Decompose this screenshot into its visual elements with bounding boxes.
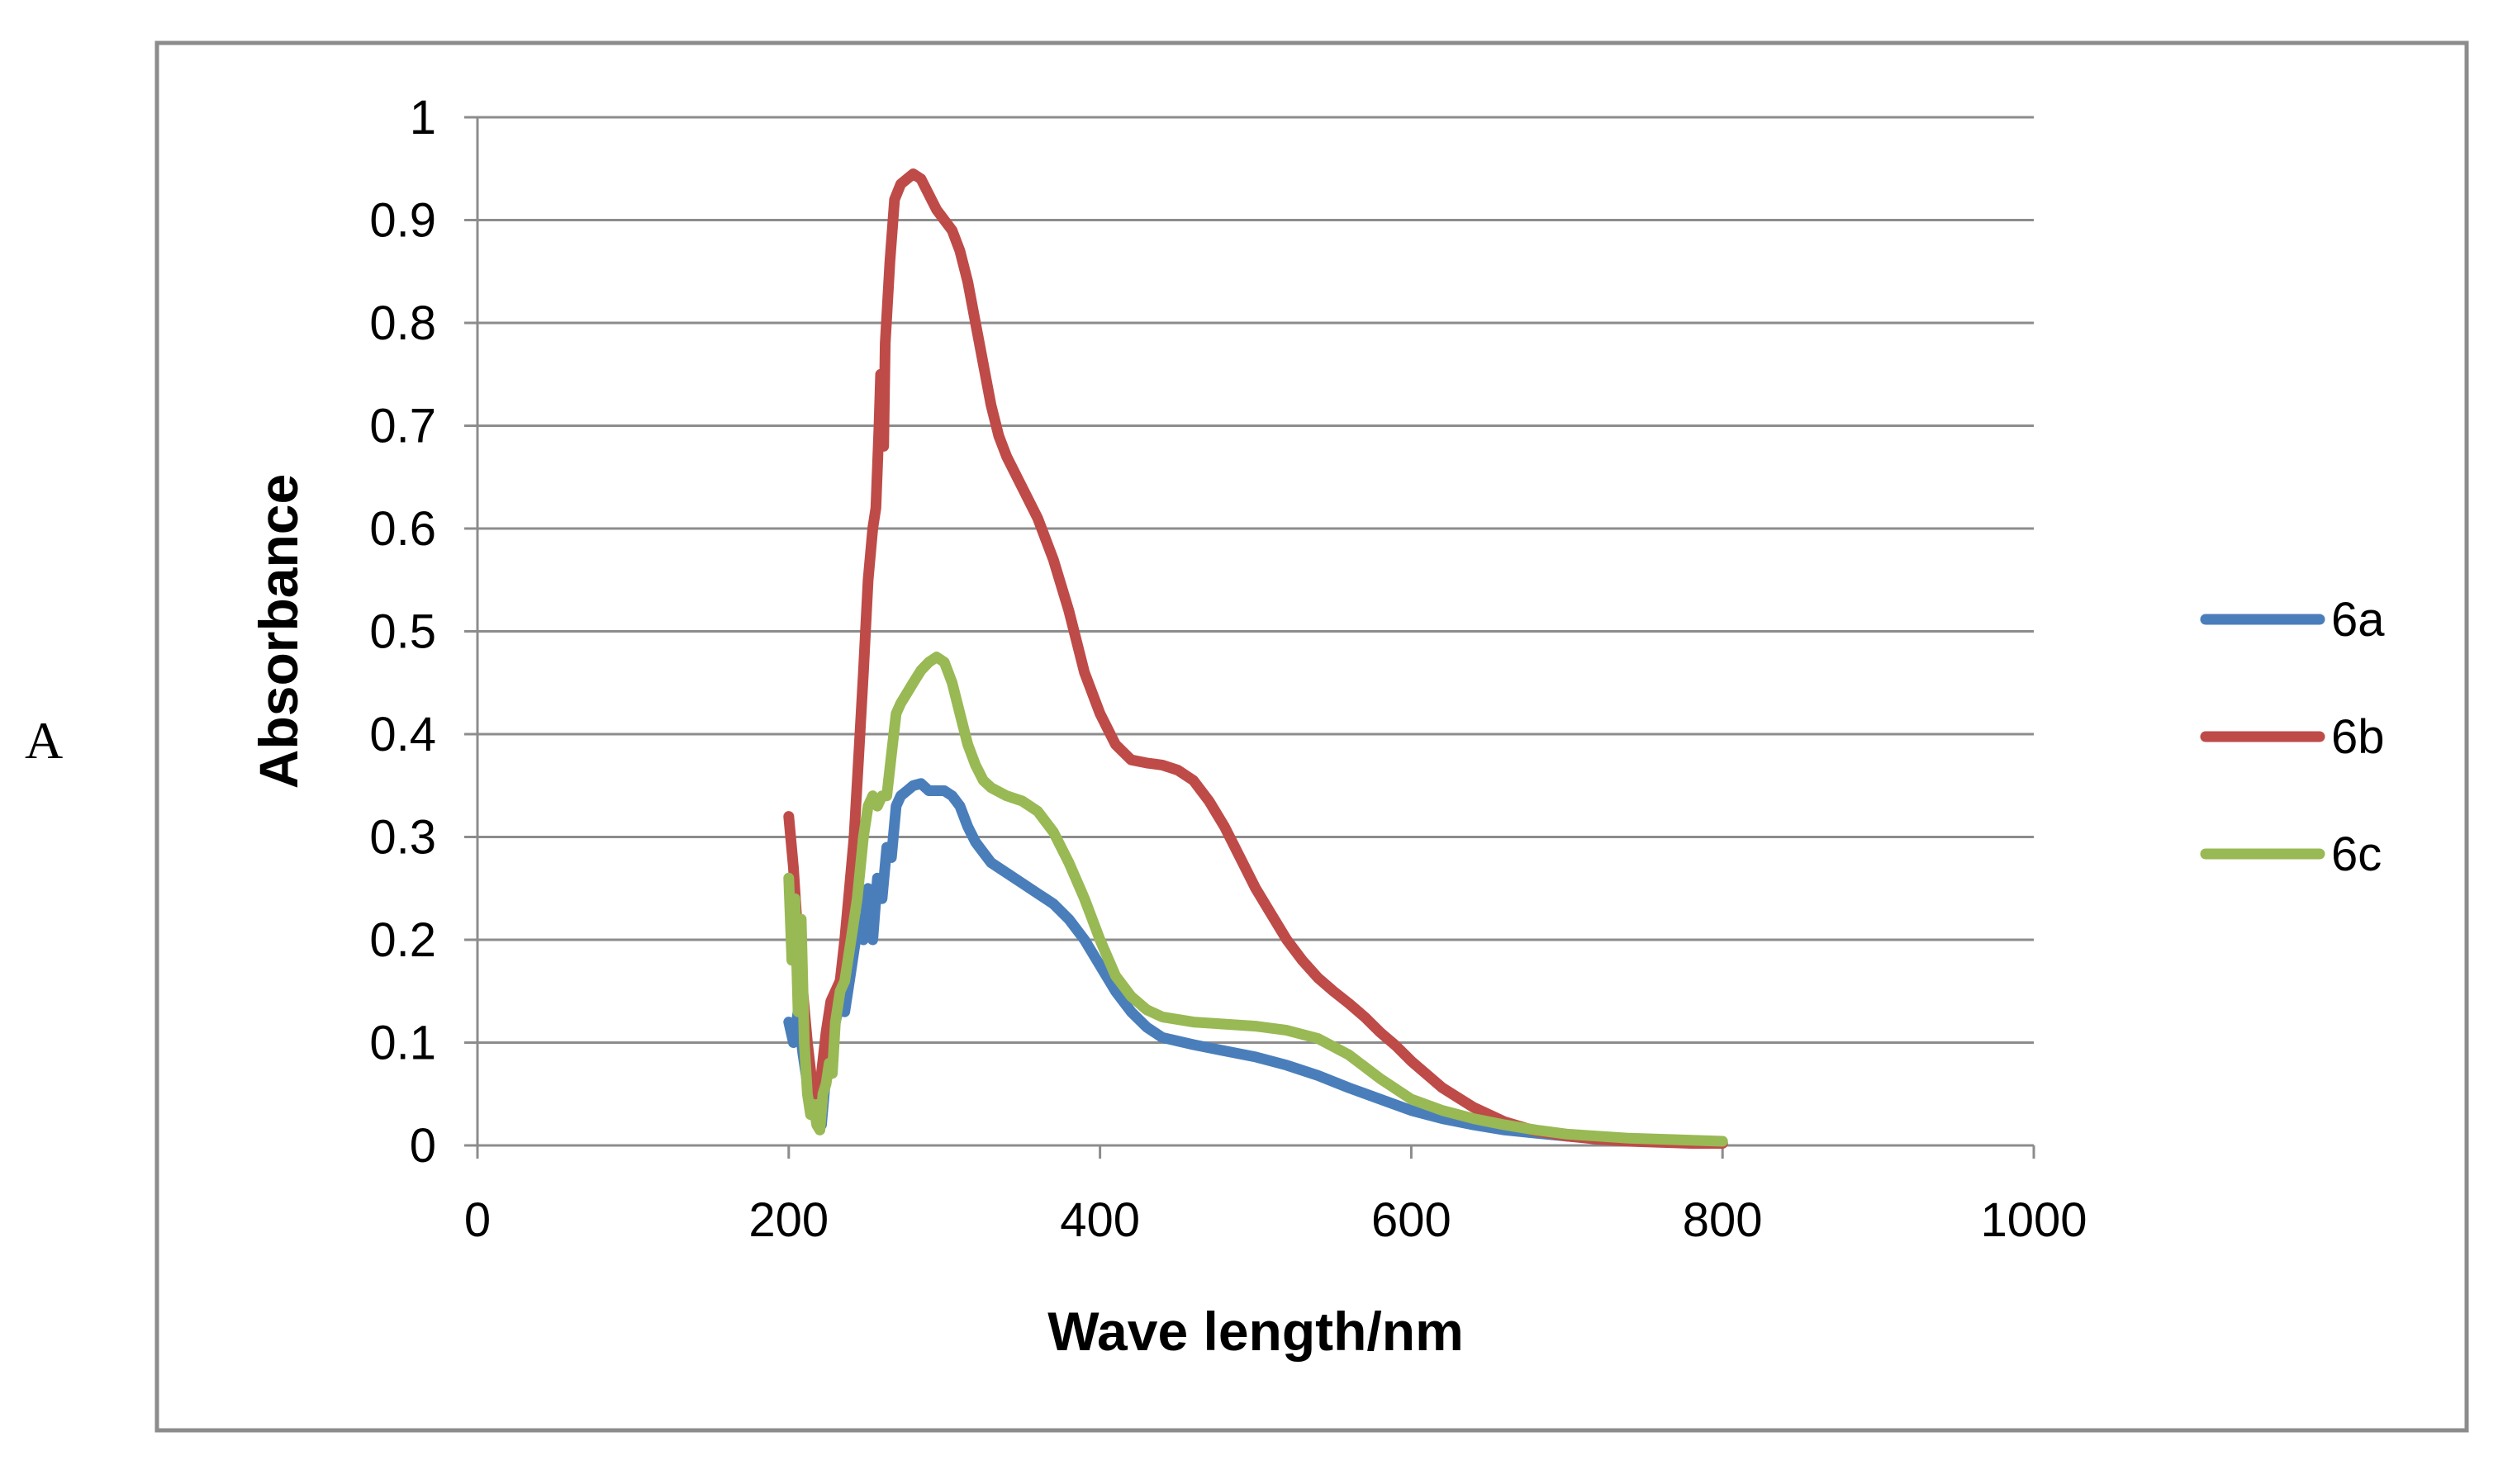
x-tick-label: 200 xyxy=(748,1193,829,1247)
legend-label-6c: 6c xyxy=(2331,827,2382,881)
y-tick-label: 0 xyxy=(410,1119,436,1173)
chart-frame xyxy=(154,40,2469,1433)
legend: 6a 6b 6c xyxy=(2200,593,2385,881)
y-tick-label: 0.8 xyxy=(369,296,436,350)
x-axis-title: Wave length/nm xyxy=(1047,1301,1464,1362)
y-tick-label: 0.6 xyxy=(369,502,436,556)
y-tick-label: 0.5 xyxy=(369,605,436,659)
y-tick-label: 0.1 xyxy=(369,1017,436,1070)
x-tick-label: 0 xyxy=(464,1193,491,1247)
x-tick-label: 400 xyxy=(1060,1193,1140,1247)
series-line-6c xyxy=(783,652,1728,1147)
series-lines xyxy=(783,168,1728,1149)
axes xyxy=(464,117,2035,1159)
y-tick-label: 0.9 xyxy=(369,194,436,248)
y-tick-labels: 0 0.1 0.2 0.3 0.4 0.5 0.6 0.7 0.8 0.9 1 xyxy=(369,91,436,1173)
x-tick-label: 800 xyxy=(1683,1193,1763,1247)
x-tick-label: 1000 xyxy=(1980,1193,2087,1247)
y-tick-label: 0.7 xyxy=(369,400,436,453)
panel-label: A xyxy=(25,711,64,770)
legend-label-6a: 6a xyxy=(2331,593,2385,647)
y-axis-title: Absorbance xyxy=(248,474,309,789)
y-tick-label: 0.3 xyxy=(369,811,436,865)
legend-label-6b: 6b xyxy=(2331,710,2385,764)
x-tick-labels: 0 200 400 600 800 1000 xyxy=(464,1193,2087,1247)
y-tick-label: 1 xyxy=(410,91,436,145)
y-tick-label: 0.4 xyxy=(369,708,436,761)
series-line-6b xyxy=(783,168,1728,1149)
x-tick-label: 600 xyxy=(1371,1193,1451,1247)
y-tick-label: 0.2 xyxy=(369,913,436,967)
gridlines xyxy=(464,116,2034,1044)
